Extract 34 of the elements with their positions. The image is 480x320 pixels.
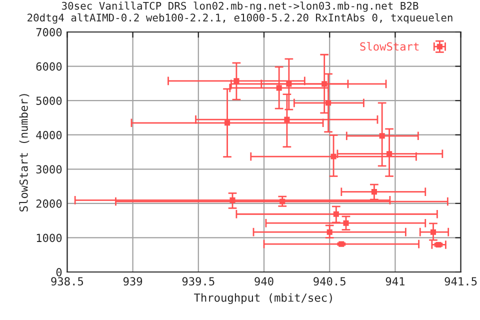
point	[230, 197, 236, 203]
y-tick-label: 5000	[36, 96, 62, 105]
chart-title: 30sec VanillaTCP DRS lon02.mb-ng.net->lon03.mb-ng.net B2B 20dtg4 altAIMD-0.2 web100-2.2.1, e1000-5.2.20 RxIntAbs 0, txqueuelen	[28, 2, 452, 24]
point	[343, 220, 349, 226]
y-tick-label: 0	[56, 268, 62, 276]
x-tick-label: 940	[254, 277, 274, 286]
y-tick-label: 4000	[36, 130, 62, 140]
x-tick-label: 939	[123, 277, 142, 286]
x-tick-label: 941.5	[444, 277, 477, 286]
point	[234, 78, 240, 84]
point	[284, 116, 290, 122]
y-tick-label: 2000	[36, 199, 62, 208]
point	[286, 81, 292, 87]
x-tick-label: 940.5	[314, 277, 346, 286]
point	[379, 133, 385, 139]
x-axis-title: Throughput (mbit/sec)	[194, 293, 332, 304]
point	[224, 120, 230, 126]
x-tick-label: 939.5	[182, 277, 214, 286]
legend-label: SlowStart	[360, 42, 419, 51]
point	[333, 211, 339, 217]
point	[371, 189, 377, 195]
x-tick-label: 941	[386, 277, 404, 286]
point	[326, 100, 332, 106]
point	[276, 85, 282, 91]
point	[322, 81, 328, 87]
y-axis-title: SlowStart (number)	[19, 94, 30, 212]
point	[330, 154, 336, 160]
y-tick-label: 1000	[36, 234, 62, 242]
point	[326, 229, 332, 235]
y-tick-label: 3000	[36, 165, 62, 174]
point	[430, 229, 436, 235]
x-tick-label: 938.5	[51, 277, 84, 286]
y-tick-label: 6000	[36, 62, 62, 71]
y-tick-label: 7000	[36, 28, 62, 36]
